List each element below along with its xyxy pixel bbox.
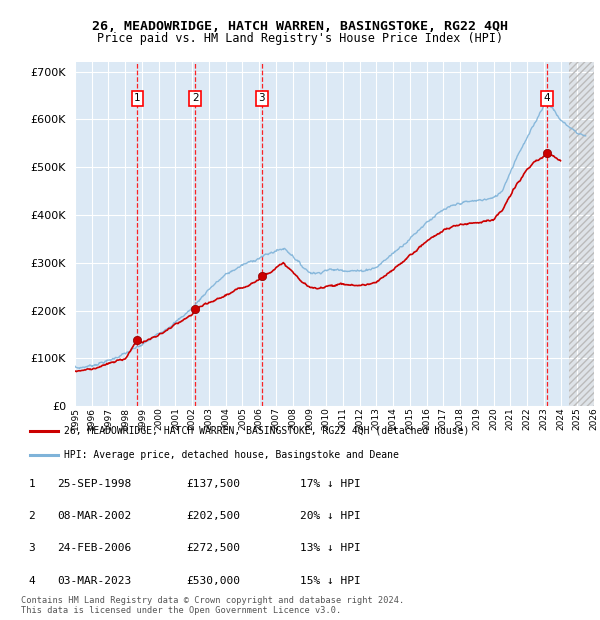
Text: 1: 1 [28, 479, 35, 489]
Text: Price paid vs. HM Land Registry's House Price Index (HPI): Price paid vs. HM Land Registry's House … [97, 32, 503, 45]
Text: Contains HM Land Registry data © Crown copyright and database right 2024.
This d: Contains HM Land Registry data © Crown c… [21, 596, 404, 615]
Text: 3: 3 [28, 544, 35, 554]
Text: 24-FEB-2006: 24-FEB-2006 [57, 544, 131, 554]
Text: £137,500: £137,500 [186, 479, 240, 489]
Text: £530,000: £530,000 [186, 576, 240, 586]
Text: 3: 3 [259, 93, 265, 103]
Text: 1: 1 [134, 93, 141, 103]
Text: 13% ↓ HPI: 13% ↓ HPI [300, 544, 361, 554]
Text: 20% ↓ HPI: 20% ↓ HPI [300, 512, 361, 521]
Text: 2: 2 [28, 512, 35, 521]
Text: 2: 2 [192, 93, 199, 103]
Text: HPI: Average price, detached house, Basingstoke and Deane: HPI: Average price, detached house, Basi… [64, 450, 398, 461]
Text: £202,500: £202,500 [186, 512, 240, 521]
Text: 17% ↓ HPI: 17% ↓ HPI [300, 479, 361, 489]
Text: 25-SEP-1998: 25-SEP-1998 [57, 479, 131, 489]
Text: 4: 4 [544, 93, 550, 103]
Bar [569, 62, 594, 406]
Text: 08-MAR-2002: 08-MAR-2002 [57, 512, 131, 521]
Text: 26, MEADOWRIDGE, HATCH WARREN, BASINGSTOKE, RG22 4QH: 26, MEADOWRIDGE, HATCH WARREN, BASINGSTO… [92, 20, 508, 33]
Text: 4: 4 [28, 576, 35, 586]
Text: 15% ↓ HPI: 15% ↓ HPI [300, 576, 361, 586]
Bar [569, 62, 594, 406]
Text: £272,500: £272,500 [186, 544, 240, 554]
Text: 03-MAR-2023: 03-MAR-2023 [57, 576, 131, 586]
Text: 26, MEADOWRIDGE, HATCH WARREN, BASINGSTOKE, RG22 4QH (detached house): 26, MEADOWRIDGE, HATCH WARREN, BASINGSTO… [64, 426, 469, 436]
